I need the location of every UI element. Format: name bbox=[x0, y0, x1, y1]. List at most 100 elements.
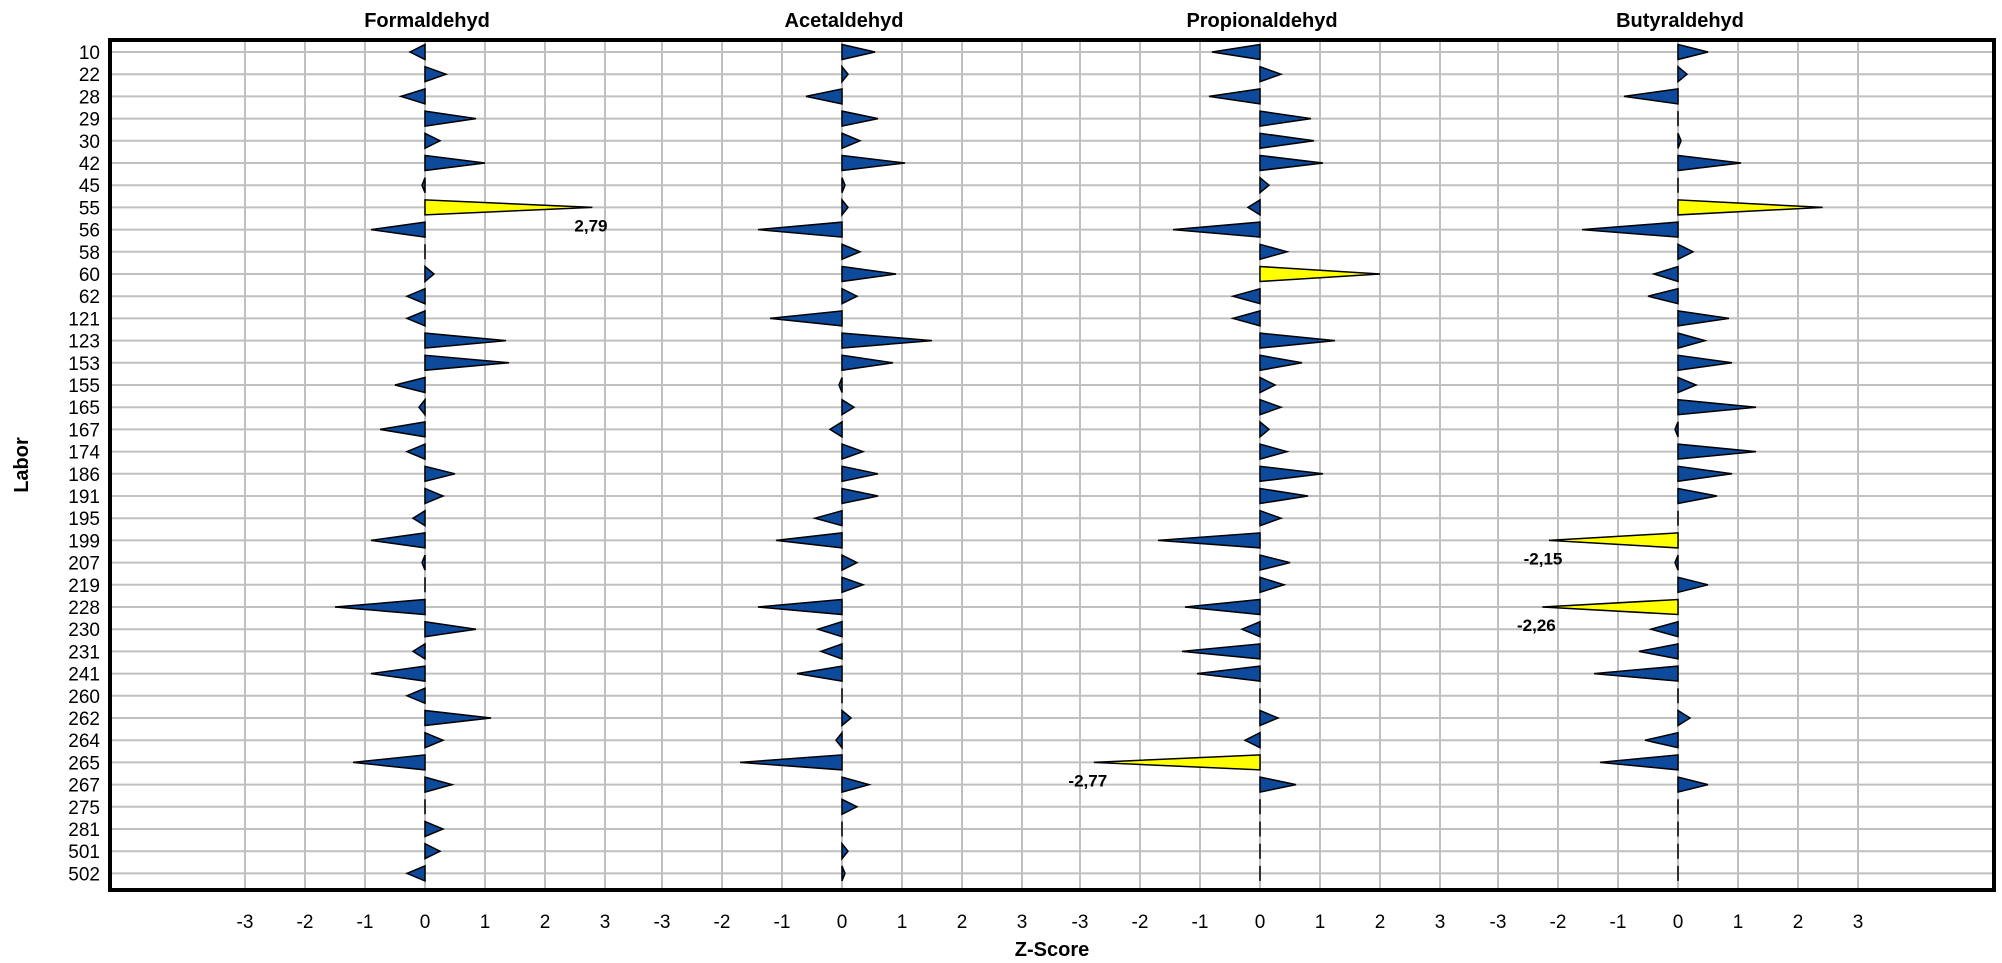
wedge-bar bbox=[424, 731, 445, 749]
y-tick-label: 121 bbox=[68, 309, 100, 330]
wedge-bar bbox=[841, 43, 876, 61]
y-tick-label: 199 bbox=[68, 531, 100, 552]
wedge-bar bbox=[1677, 776, 1709, 794]
wedge-bar bbox=[1259, 332, 1336, 349]
wedge-bar bbox=[1259, 709, 1280, 727]
x-tick-label: 1 bbox=[1733, 912, 1744, 933]
y-tick-label: 228 bbox=[68, 598, 100, 619]
wedge-bar bbox=[739, 754, 843, 771]
wedge-bar bbox=[1230, 309, 1261, 327]
wedge-bar bbox=[1644, 731, 1679, 749]
wedge-bar bbox=[424, 709, 492, 727]
y-tick-label: 30 bbox=[79, 132, 100, 153]
wedge-bar bbox=[1674, 554, 1679, 571]
wedge-bar bbox=[841, 110, 879, 128]
wedge-bar bbox=[841, 132, 862, 150]
wedge-bar bbox=[411, 509, 426, 528]
panels: Formaldehyd 2,79 Acetaldehyd Propionaldehyd… bbox=[334, 10, 1823, 883]
wedge-bar bbox=[1599, 754, 1679, 771]
y-tick-label: 155 bbox=[68, 376, 100, 397]
wedge-bar bbox=[841, 64, 849, 84]
y-tick-label: 231 bbox=[68, 642, 100, 663]
x-tick-label: 0 bbox=[1255, 912, 1266, 933]
y-tick-label: 207 bbox=[68, 554, 100, 575]
wedge-bar bbox=[1677, 376, 1698, 394]
wedge-bar bbox=[394, 376, 426, 394]
wedge-bar bbox=[1677, 243, 1695, 261]
x-tick-label: 2 bbox=[957, 912, 968, 933]
wedge-bar bbox=[841, 154, 906, 172]
wedge-bar bbox=[1259, 376, 1277, 394]
wedge-bar bbox=[379, 421, 426, 438]
wedge-bar bbox=[424, 332, 507, 349]
y-tick-label: 28 bbox=[79, 87, 100, 108]
wedge-bar bbox=[1677, 398, 1757, 416]
wedge-bar bbox=[841, 287, 859, 305]
wedge-bar bbox=[769, 310, 843, 327]
x-tick-label: -1 bbox=[1610, 912, 1627, 933]
x-tick-label: -2 bbox=[297, 912, 314, 933]
wedge-bar bbox=[841, 841, 849, 861]
wedge-bar bbox=[411, 642, 426, 661]
wedge-bar bbox=[424, 199, 593, 216]
wedge-bar bbox=[424, 776, 455, 794]
wedge-bar bbox=[841, 487, 879, 505]
panel-formaldehyd: Formaldehyd 2,79 bbox=[334, 10, 607, 883]
wedge-bar bbox=[334, 598, 426, 616]
wedge-bar bbox=[424, 620, 477, 638]
wedge-bar bbox=[1259, 265, 1381, 283]
wedge-bar bbox=[1259, 465, 1324, 483]
wedge-bar bbox=[841, 197, 849, 218]
wedge-bar bbox=[1259, 154, 1324, 172]
x-tick-label: 0 bbox=[1673, 912, 1684, 933]
wedge-bar bbox=[352, 754, 426, 771]
x-tick-label: 1 bbox=[1315, 912, 1326, 933]
wedge-bar bbox=[1548, 532, 1679, 549]
wedge-bar bbox=[1259, 354, 1303, 372]
wedge-bar bbox=[841, 177, 846, 193]
x-tick-label: -3 bbox=[654, 912, 671, 933]
wedge-bar bbox=[398, 87, 426, 105]
x-tick-label: 2 bbox=[540, 912, 551, 933]
wedge-bar bbox=[1647, 287, 1679, 305]
wedge-bar bbox=[1157, 532, 1261, 549]
y-tick-label: 195 bbox=[68, 509, 100, 530]
x-tick-label: 3 bbox=[1017, 912, 1028, 933]
wedge-bar bbox=[421, 554, 426, 571]
wedge-bar bbox=[1677, 709, 1692, 727]
wedge-bar bbox=[1243, 731, 1261, 749]
y-tick-label: 260 bbox=[68, 687, 100, 708]
y-tick-label: 10 bbox=[79, 43, 100, 64]
wedge-bar bbox=[815, 620, 843, 638]
panel-title: Butyraldehyd bbox=[1616, 10, 1744, 32]
wedge-bar bbox=[1259, 65, 1284, 83]
wedge-bar bbox=[757, 221, 843, 238]
wedge-bar bbox=[405, 864, 426, 883]
y-axis-title: Labor bbox=[11, 437, 33, 493]
wedge-bar bbox=[424, 354, 510, 372]
wedge-bar bbox=[1677, 465, 1733, 483]
wedge-bar bbox=[805, 87, 843, 105]
wedge-bar bbox=[421, 177, 426, 193]
panel-acetaldehyd: Acetaldehyd bbox=[739, 10, 933, 882]
wedge-bar bbox=[1677, 310, 1730, 327]
wedge-bar bbox=[841, 265, 897, 283]
wedge-bar bbox=[424, 465, 456, 483]
y-tick-label: 58 bbox=[79, 243, 100, 264]
wedge-bar bbox=[818, 642, 843, 660]
x-tick-label: -1 bbox=[1192, 912, 1209, 933]
y-tick-label: 230 bbox=[68, 620, 100, 641]
wedge-bar bbox=[1677, 154, 1742, 172]
wedge-bar bbox=[424, 154, 486, 172]
wedge-bar bbox=[757, 598, 843, 616]
x-tick-label: -1 bbox=[357, 912, 374, 933]
wedge-bar bbox=[1259, 420, 1271, 439]
wedge-bar bbox=[1623, 88, 1679, 105]
y-tick-label: 22 bbox=[79, 65, 100, 86]
wedge-bar bbox=[1542, 598, 1679, 616]
panel-propionaldehyd: Propionaldehyd -2,77 bbox=[1068, 10, 1381, 881]
x-tick-label: -2 bbox=[1550, 912, 1567, 933]
wedge-bar bbox=[841, 708, 853, 728]
y-tick-label: 42 bbox=[79, 154, 100, 175]
